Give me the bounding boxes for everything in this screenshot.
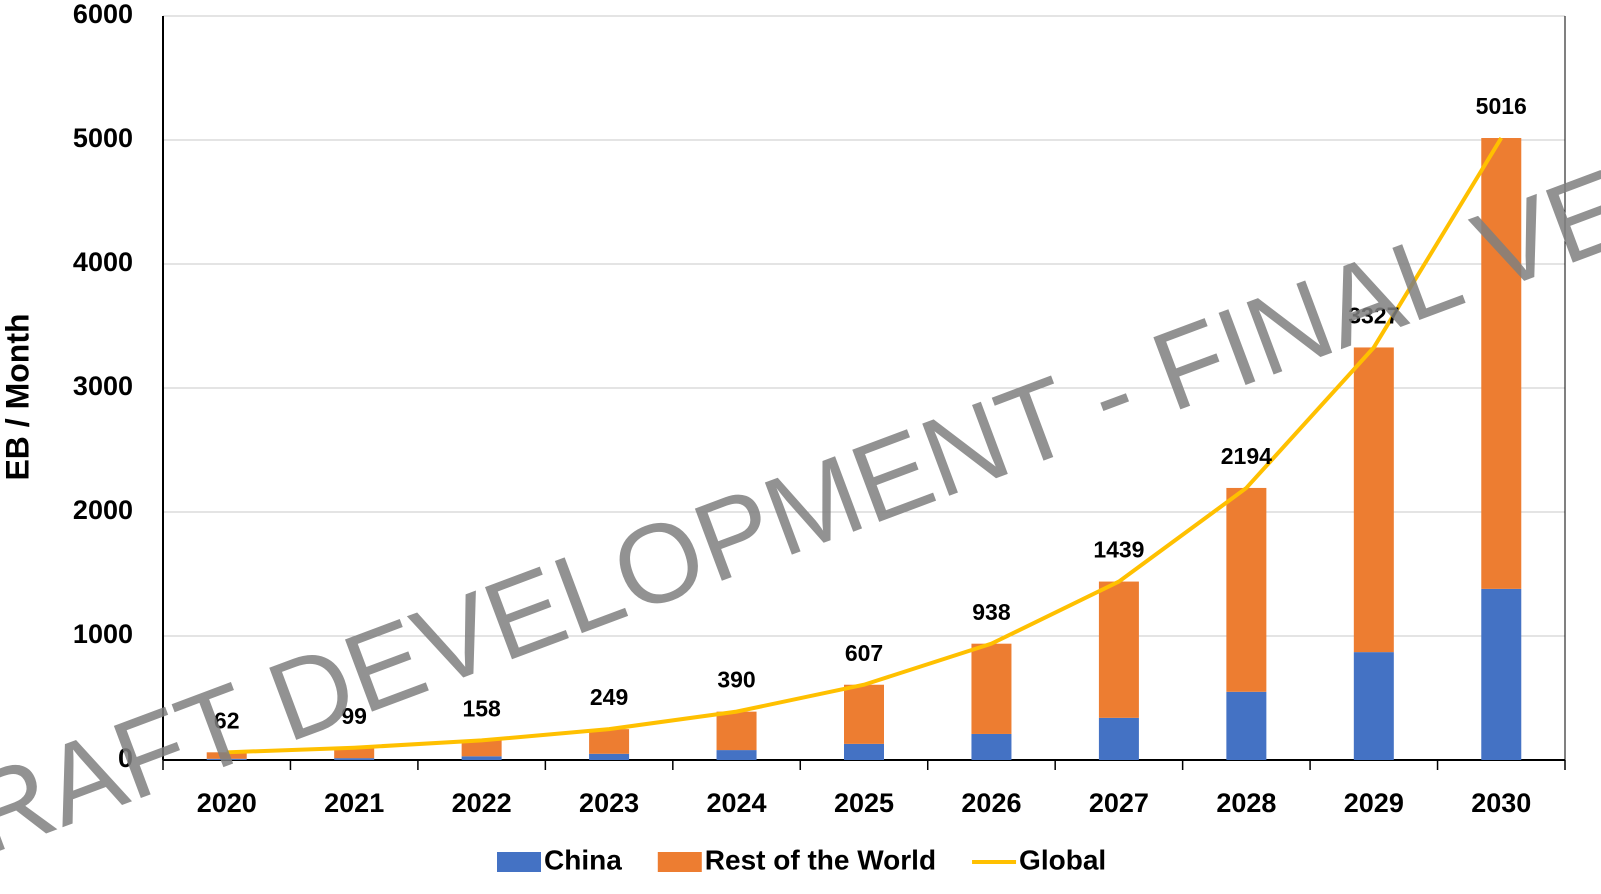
bar bbox=[1098, 717, 1139, 760]
bar bbox=[1481, 588, 1522, 760]
y-tick-label: 5000 bbox=[73, 123, 133, 153]
bar bbox=[589, 729, 630, 754]
x-tick-label: 2025 bbox=[834, 788, 894, 818]
x-tick-label: 2027 bbox=[1089, 788, 1149, 818]
x-tick-label: 2028 bbox=[1216, 788, 1276, 818]
y-tick-label: 0 bbox=[118, 743, 133, 773]
y-axis-label: EB / Month bbox=[0, 313, 35, 480]
legend-label: Rest of the World bbox=[705, 844, 936, 875]
data-label: 390 bbox=[717, 667, 755, 693]
x-tick-label: 2029 bbox=[1344, 788, 1404, 818]
bar bbox=[844, 684, 884, 744]
y-tick-label: 6000 bbox=[73, 0, 133, 29]
bar bbox=[971, 643, 1012, 734]
x-tick-label: 2023 bbox=[579, 788, 639, 818]
bar bbox=[1226, 487, 1267, 692]
y-tick-label: 3000 bbox=[73, 371, 133, 401]
line bbox=[226, 136, 1503, 755]
x-tick-label: 2026 bbox=[961, 788, 1021, 818]
bar bbox=[1098, 581, 1139, 718]
legend-label: Global bbox=[1019, 844, 1106, 875]
x-tick-label: 2021 bbox=[324, 788, 384, 818]
bar bbox=[1353, 652, 1394, 760]
x-tick-label: 2022 bbox=[452, 788, 512, 818]
data-label: 5016 bbox=[1476, 93, 1527, 119]
legend-swatch bbox=[497, 852, 541, 872]
y-tick-label: 2000 bbox=[73, 495, 133, 525]
legend-label: China bbox=[544, 844, 622, 875]
data-label: 2194 bbox=[1221, 443, 1272, 469]
x-tick-label: 2030 bbox=[1471, 788, 1531, 818]
y-tick-label: 4000 bbox=[73, 247, 133, 277]
bar bbox=[844, 743, 884, 760]
bar bbox=[589, 753, 630, 760]
data-label: 1439 bbox=[1093, 537, 1144, 563]
data-label: 607 bbox=[845, 640, 883, 666]
bar bbox=[461, 740, 502, 757]
bar bbox=[206, 752, 247, 759]
bar bbox=[716, 711, 757, 751]
bar bbox=[461, 756, 502, 760]
x-tick-label: 2024 bbox=[707, 788, 767, 818]
data-label: 158 bbox=[462, 695, 501, 721]
x-tick-label: 2020 bbox=[197, 788, 257, 818]
data-label: 62 bbox=[214, 707, 240, 733]
bar bbox=[334, 758, 375, 760]
bar bbox=[206, 758, 247, 760]
bar bbox=[716, 750, 757, 760]
y-tick-label: 1000 bbox=[73, 619, 133, 649]
data-label: 99 bbox=[341, 703, 367, 729]
data-label: 249 bbox=[590, 684, 628, 710]
bar bbox=[1481, 138, 1522, 589]
bar bbox=[1226, 691, 1267, 760]
data-label: 938 bbox=[972, 599, 1011, 625]
data-label: 3327 bbox=[1348, 303, 1399, 329]
bar bbox=[1353, 347, 1394, 653]
legend-swatch bbox=[657, 852, 702, 872]
bar bbox=[971, 733, 1012, 760]
bar bbox=[334, 747, 375, 759]
